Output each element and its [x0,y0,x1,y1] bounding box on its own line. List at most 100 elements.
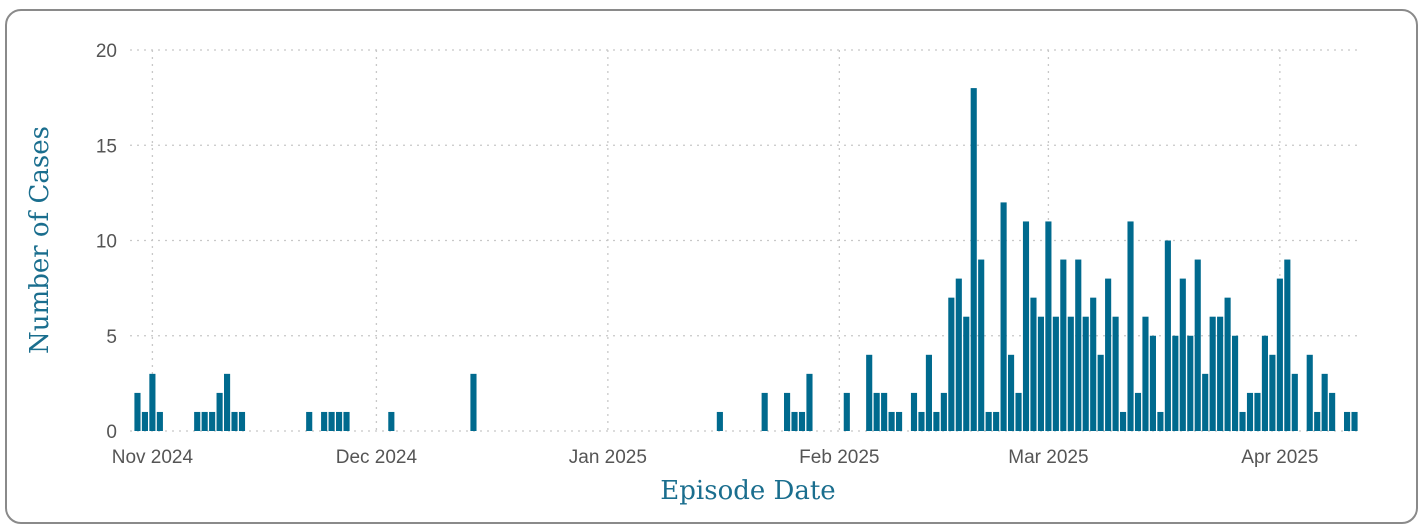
bar [1045,221,1052,431]
bar [1105,278,1112,431]
bar [978,259,985,431]
bar [1060,259,1067,431]
bar [1187,335,1194,431]
bar [1217,316,1224,431]
bar [1291,373,1298,431]
y-tick-label: 20 [96,41,117,62]
bar [1097,354,1104,431]
bar [993,411,1000,431]
bars [134,88,1358,431]
x-axis-title: Episode Date [660,476,835,506]
bar [336,411,343,431]
bar [1261,335,1268,431]
bar [1284,259,1291,431]
bar [806,373,813,431]
bar [156,411,163,431]
bar [238,411,246,431]
bar [1239,411,1246,431]
bar [328,411,335,431]
bar [1157,411,1164,431]
bar [798,411,806,431]
bar [1134,392,1142,431]
bar [1008,354,1015,431]
bar [194,411,201,431]
bar [1224,297,1231,431]
bar [1120,411,1127,431]
bar [918,411,925,431]
bar [1269,354,1276,431]
bar [231,411,238,431]
bar [1194,259,1201,431]
bar [873,392,880,431]
bar [940,392,947,431]
bar [910,392,918,431]
bar [321,411,328,431]
bar [784,392,791,431]
bar [963,316,970,431]
x-tick-label: Nov 2024 [112,447,194,468]
bar [343,411,350,431]
bar [1142,316,1149,431]
bar [955,278,962,431]
bar [216,392,223,431]
bar [1037,316,1044,431]
y-tick-labels: 0 5 10 15 20 [96,41,117,443]
bar [1351,411,1358,431]
bar [933,411,940,431]
bar [1209,316,1216,431]
x-tick-label: Feb 2025 [799,447,879,468]
bar [1164,240,1171,431]
bar [866,354,873,431]
bar [1030,297,1037,431]
bar [985,411,992,431]
bar [149,373,156,431]
gridlines [130,49,1362,432]
bar [1246,392,1254,431]
bar [948,297,955,431]
bar [1022,221,1030,431]
bar [306,411,313,431]
bar [888,411,895,431]
bar [134,392,141,431]
bar [1052,316,1059,431]
y-axis-title: Number of Cases [25,126,55,354]
x-tick-label: Apr 2025 [1241,447,1318,468]
bar [141,411,148,431]
bar [761,392,768,431]
bar [470,373,477,431]
bar [843,392,850,431]
bar [1075,259,1082,431]
bar [1172,335,1179,431]
bar [201,411,208,431]
x-tick-label: Mar 2025 [1008,447,1088,468]
bar [224,373,231,431]
bar [791,411,798,431]
x-tick-labels: Nov 2024 Dec 2024 Jan 2025 Feb 2025 Mar 2025… [112,447,1319,468]
bar [1090,297,1097,431]
bar [1082,316,1089,431]
bar [1314,411,1321,431]
bar [1149,335,1156,431]
bar [1329,392,1336,431]
bar [388,411,395,431]
bar [881,392,888,431]
bar [925,354,932,431]
bar [1306,354,1313,431]
bar [1254,392,1261,431]
bar [1276,278,1283,431]
bar [1015,392,1022,431]
bar [209,411,216,431]
bar [716,411,723,431]
bar [970,88,977,431]
bar [1179,278,1186,431]
x-tick-label: Jan 2025 [569,447,647,468]
bar [896,411,903,431]
bar [1321,373,1328,431]
y-tick-label: 0 [106,422,117,443]
chart-frame [5,9,1418,524]
bar [1000,202,1007,431]
bar [1202,373,1209,431]
x-tick-label: Dec 2024 [336,447,418,468]
bar [1127,221,1134,431]
